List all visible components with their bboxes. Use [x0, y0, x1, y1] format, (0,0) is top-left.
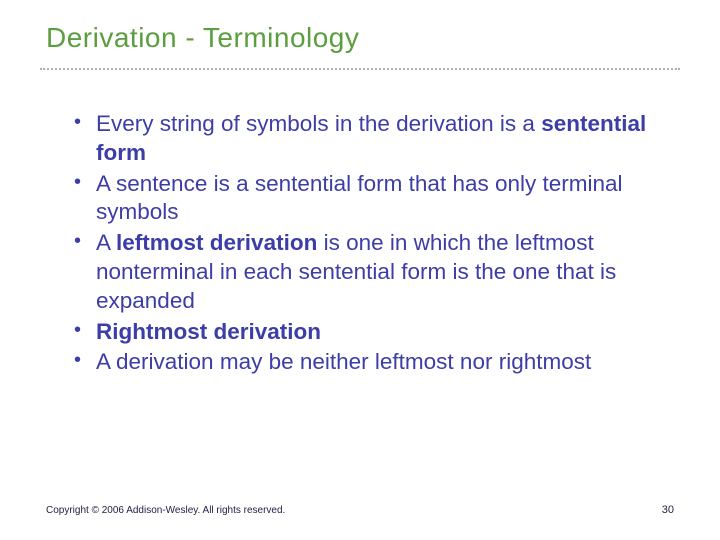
page-number: 30: [662, 504, 674, 516]
list-item: A sentence is a sentential form that has…: [78, 170, 674, 228]
bullet-text-bold: Rightmost derivation: [96, 319, 321, 344]
bullet-text-pre: A sentence is a sentential form that has…: [96, 171, 623, 225]
bullet-text-bold: leftmost derivation: [116, 230, 317, 255]
slide-title: Derivation - Terminology: [46, 22, 674, 54]
bullet-text-pre: A: [96, 230, 116, 255]
footer: Copyright © 2006 Addison-Wesley. All rig…: [46, 504, 674, 516]
copyright-text: Copyright © 2006 Addison-Wesley. All rig…: [46, 505, 285, 516]
list-item: Rightmost derivation: [78, 318, 674, 347]
list-item: Every string of symbols in the derivatio…: [78, 110, 674, 168]
bullet-list: Every string of symbols in the derivatio…: [46, 110, 674, 377]
slide: Derivation - Terminology Every string of…: [0, 0, 720, 540]
dotted-rule: [40, 68, 680, 70]
list-item: A leftmost derivation is one in which th…: [78, 229, 674, 315]
bullet-text-pre: A derivation may be neither leftmost nor…: [96, 349, 591, 374]
bullet-text-pre: Every string of symbols in the derivatio…: [96, 111, 541, 136]
list-item: A derivation may be neither leftmost nor…: [78, 348, 674, 377]
